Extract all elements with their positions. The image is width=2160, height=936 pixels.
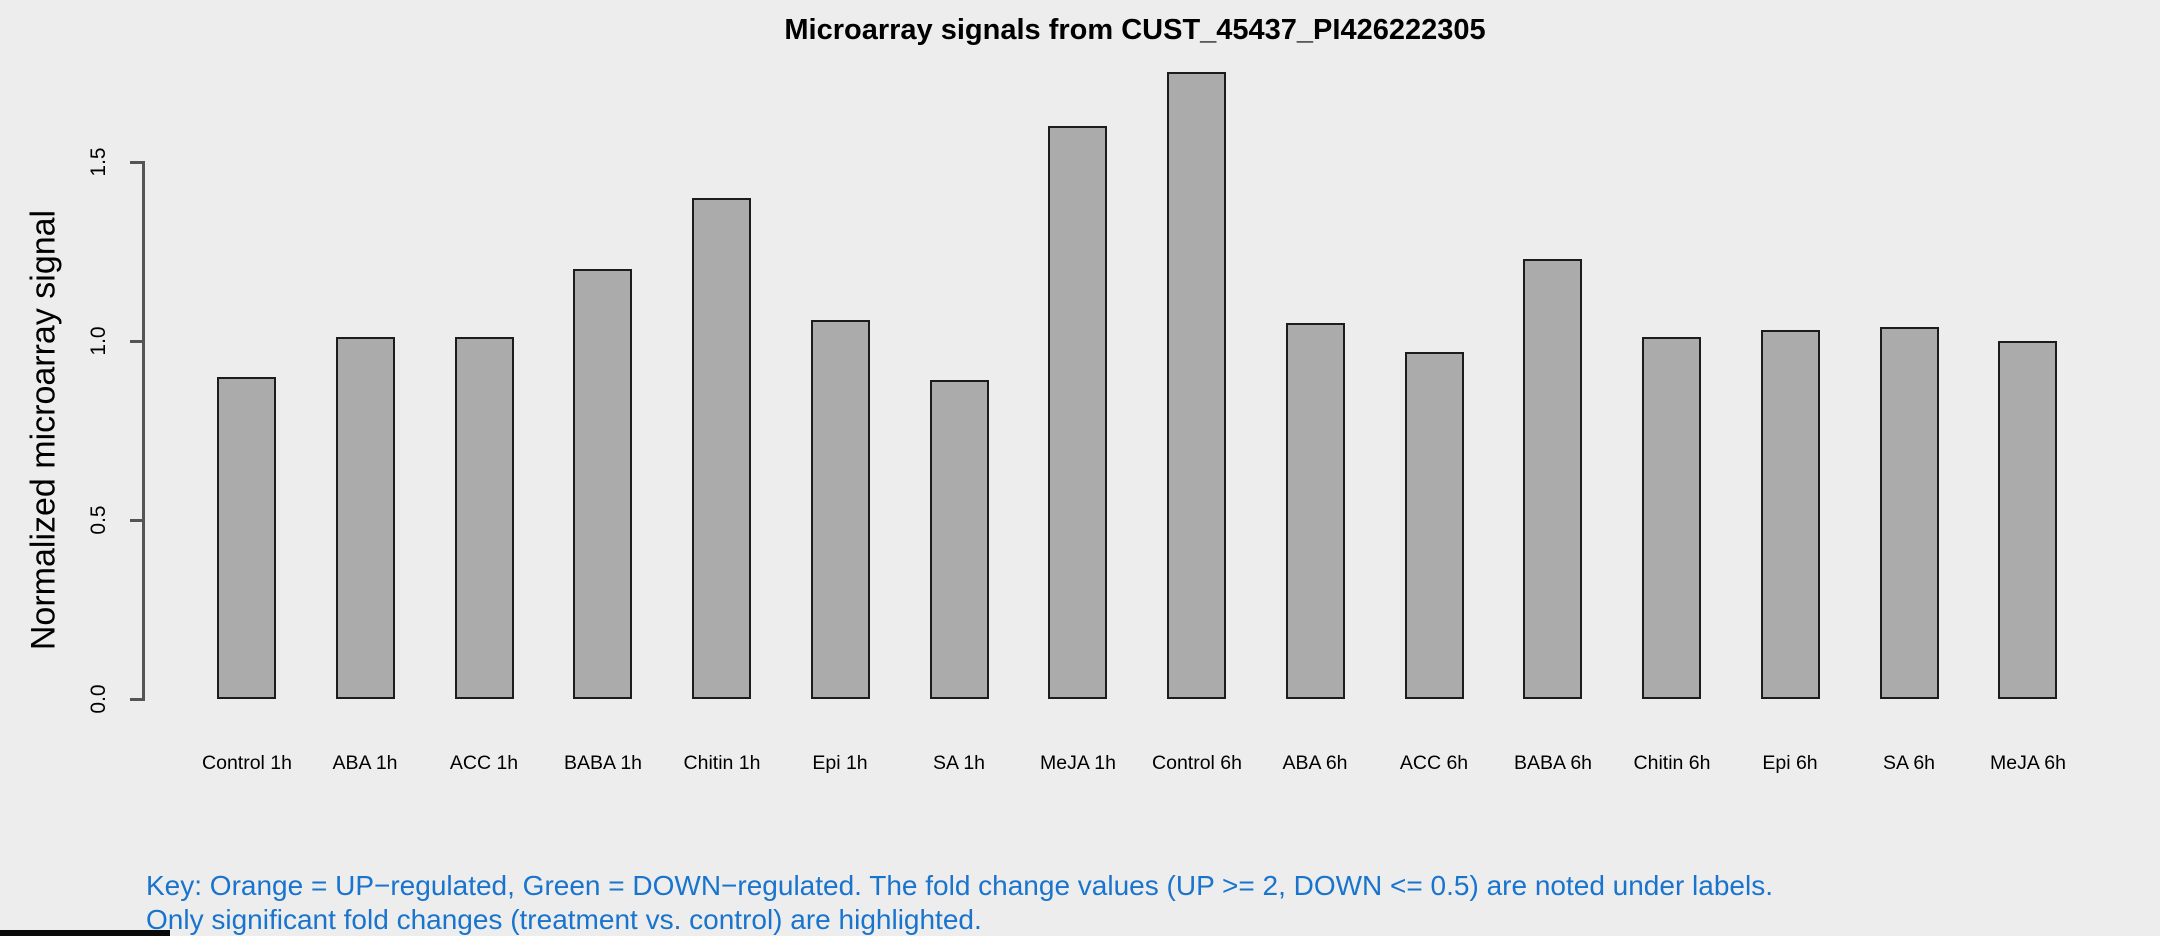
clipped-bottom-element <box>0 930 170 936</box>
y-tick-label: 1.0 <box>87 326 110 356</box>
y-axis-line <box>142 161 145 701</box>
x-label-acc-1h: ACC 1h <box>449 752 519 774</box>
bar-baba-1h <box>573 269 632 699</box>
bar-epi-1h <box>811 320 870 699</box>
bar-aba-1h <box>336 337 395 699</box>
y-tick-label: 0.0 <box>87 684 110 714</box>
x-label-acc-6h: ACC 6h <box>1399 752 1469 774</box>
x-label-chitin-1h: Chitin 1h <box>683 752 761 774</box>
bar-acc-6h <box>1405 352 1464 699</box>
bar-epi-6h <box>1761 330 1820 699</box>
x-label-aba-6h: ABA 6h <box>1282 752 1348 774</box>
x-label-control-6h: Control 6h <box>1152 752 1242 774</box>
x-label-control-1h: Control 1h <box>202 752 292 774</box>
chart-title: Microarray signals from CUST_45437_PI426… <box>784 14 1486 46</box>
bar-meja-1h <box>1048 126 1107 699</box>
x-label-sa-6h: SA 6h <box>1882 752 1936 774</box>
y-tick-mark <box>130 518 144 522</box>
bar-control-6h <box>1167 72 1226 699</box>
key-text-line-1: Key: Orange = UP−regulated, Green = DOWN… <box>146 870 1773 901</box>
y-axis-label: Normalized microarray signal <box>24 209 63 651</box>
x-label-epi-1h: Epi 1h <box>812 752 868 774</box>
x-label-baba-1h: BABA 1h <box>563 752 643 774</box>
x-label-baba-6h: BABA 6h <box>1513 752 1593 774</box>
x-label-meja-6h: MeJA 6h <box>1990 752 2066 774</box>
bar-chitin-1h <box>692 198 751 699</box>
x-label-meja-1h: MeJA 1h <box>1040 752 1116 774</box>
x-label-epi-6h: Epi 6h <box>1762 752 1818 774</box>
x-label-sa-1h: SA 1h <box>932 752 986 774</box>
bar-aba-6h <box>1286 323 1345 699</box>
bar-chitin-6h <box>1642 337 1701 699</box>
y-tick-mark <box>130 339 144 343</box>
x-label-aba-1h: ABA 1h <box>332 752 398 774</box>
bar-baba-6h <box>1523 259 1582 699</box>
y-tick-mark <box>130 697 144 701</box>
bar-sa-6h <box>1880 327 1939 699</box>
y-tick-label: 0.5 <box>87 505 110 535</box>
bar-control-1h <box>217 377 276 699</box>
bar-meja-6h <box>1998 341 2057 699</box>
bar-sa-1h <box>930 380 989 699</box>
bar-acc-1h <box>455 337 514 699</box>
key-text-line-2: Only significant fold changes (treatment… <box>146 904 982 935</box>
x-label-chitin-6h: Chitin 6h <box>1633 752 1711 774</box>
y-tick-label: 1.5 <box>87 147 110 177</box>
y-tick-mark <box>130 160 144 164</box>
